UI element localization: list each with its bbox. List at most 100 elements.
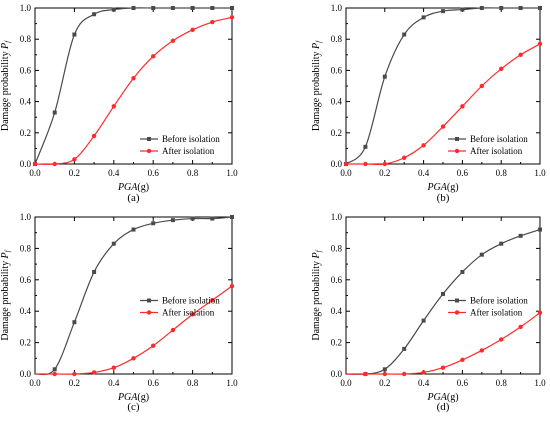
data-point bbox=[151, 6, 156, 10]
y-axis-title-var: P bbox=[0, 43, 11, 50]
x-tick-label: 0.2 bbox=[69, 378, 80, 388]
y-tick-label: 0.6 bbox=[20, 65, 32, 75]
data-point bbox=[210, 298, 215, 303]
data-point bbox=[230, 6, 234, 10]
y-tick-label: 1.0 bbox=[331, 3, 343, 13]
y-axis-title: Damage probability Pf bbox=[311, 40, 323, 131]
y-tick-label: 0.4 bbox=[331, 306, 343, 316]
y-tick-label: 0.8 bbox=[20, 243, 32, 253]
legend-marker bbox=[147, 137, 151, 141]
legend: Before isolation After isolation bbox=[448, 134, 528, 156]
y-axis-title: Damage probability Pf bbox=[311, 249, 323, 340]
y-tick-label: 0.2 bbox=[331, 128, 342, 138]
y-tick-label: 1.0 bbox=[331, 212, 343, 222]
x-tick-label: 0.8 bbox=[496, 378, 508, 388]
data-point bbox=[441, 9, 445, 14]
x-tick-label: 0.2 bbox=[379, 168, 390, 178]
legend-label: After isolation bbox=[162, 308, 215, 318]
x-axis-title-unit: (g) bbox=[137, 182, 149, 193]
data-point bbox=[460, 7, 465, 12]
x-axis-title-var: PGA bbox=[117, 182, 138, 193]
data-point bbox=[363, 144, 368, 149]
data-point bbox=[32, 161, 38, 167]
data-point bbox=[210, 216, 215, 221]
data-point bbox=[479, 252, 484, 257]
data-point bbox=[518, 52, 523, 57]
data-point bbox=[537, 310, 543, 315]
data-point bbox=[190, 216, 195, 221]
y-tick-label: 0.0 bbox=[20, 369, 32, 379]
y-tick-label: 0.2 bbox=[20, 338, 31, 348]
data-point bbox=[460, 104, 465, 109]
x-tick-label: 0.8 bbox=[496, 168, 508, 178]
y-axis-title: Damage probability Pf bbox=[0, 40, 12, 131]
data-point bbox=[52, 371, 57, 377]
data-point bbox=[230, 215, 234, 219]
series-before bbox=[34, 215, 234, 376]
legend-marker bbox=[455, 137, 459, 141]
data-point bbox=[72, 32, 77, 37]
panel-label: (b) bbox=[437, 192, 450, 204]
data-point bbox=[382, 371, 387, 377]
data-point bbox=[518, 6, 523, 10]
x-tick-label: 0.6 bbox=[148, 168, 160, 178]
data-point bbox=[210, 19, 215, 25]
x-tick-label: 0.4 bbox=[418, 168, 430, 178]
legend-label: Before isolation bbox=[470, 296, 528, 306]
data-point bbox=[52, 110, 57, 115]
data-point bbox=[363, 371, 368, 377]
data-point bbox=[538, 6, 542, 10]
y-axis-title-text: Damage probability bbox=[0, 258, 11, 340]
series-after bbox=[34, 283, 235, 377]
y-tick-label: 0.0 bbox=[20, 159, 32, 169]
panel-label: (a) bbox=[127, 192, 140, 204]
data-point bbox=[151, 343, 156, 348]
series-after bbox=[343, 41, 543, 167]
legend-marker bbox=[454, 310, 460, 315]
x-tick-label: 0.4 bbox=[108, 378, 120, 388]
data-point bbox=[170, 327, 176, 333]
data-point bbox=[151, 221, 156, 226]
x-tick-label: 0.2 bbox=[379, 378, 390, 388]
data-point bbox=[479, 6, 484, 10]
data-point bbox=[72, 320, 77, 325]
y-axis-title-var: P bbox=[311, 252, 322, 259]
data-point bbox=[190, 6, 195, 10]
data-point bbox=[499, 66, 504, 72]
data-point bbox=[229, 15, 235, 20]
data-point bbox=[111, 7, 116, 12]
data-point bbox=[499, 6, 504, 10]
data-point bbox=[111, 104, 117, 109]
y-axis-title-sub: f bbox=[315, 40, 323, 43]
data-point bbox=[402, 371, 407, 377]
data-point bbox=[479, 83, 484, 89]
y-tick-label: 0.8 bbox=[20, 34, 32, 44]
chart-panel: 0.0 0.2 0.4 0.6 0.8 1.0 0.0 0.2 0.4 0.6 0.8 1.0 PGA(… bbox=[0, 3, 238, 204]
data-point bbox=[538, 227, 542, 232]
data-point bbox=[363, 161, 368, 167]
legend: Before isolation After isolation bbox=[140, 296, 220, 318]
y-tick-label: 0.2 bbox=[331, 338, 342, 348]
x-tick-label: 0.6 bbox=[148, 378, 160, 388]
y-tick-label: 0.4 bbox=[331, 97, 343, 107]
legend-label: After isolation bbox=[470, 146, 523, 156]
data-point bbox=[52, 161, 57, 167]
y-tick-label: 0.2 bbox=[20, 128, 31, 138]
data-point bbox=[131, 76, 136, 81]
x-axis-title-var: PGA bbox=[117, 392, 138, 403]
y-tick-label: 1.0 bbox=[20, 3, 32, 13]
data-point bbox=[190, 312, 195, 317]
y-tick-label: 0.4 bbox=[20, 97, 32, 107]
data-point bbox=[499, 241, 504, 246]
x-tick-label: 0.0 bbox=[29, 378, 41, 388]
data-point bbox=[382, 161, 387, 167]
data-point bbox=[111, 365, 117, 370]
series-after bbox=[345, 310, 543, 377]
data-point bbox=[170, 38, 176, 43]
data-point bbox=[190, 27, 195, 33]
y-axis-title-text: Damage probability bbox=[311, 49, 322, 131]
x-tick-label: 0.0 bbox=[340, 378, 352, 388]
data-point bbox=[440, 124, 446, 129]
data-point bbox=[421, 318, 426, 323]
x-axis-title: PGA(g) bbox=[426, 392, 458, 403]
